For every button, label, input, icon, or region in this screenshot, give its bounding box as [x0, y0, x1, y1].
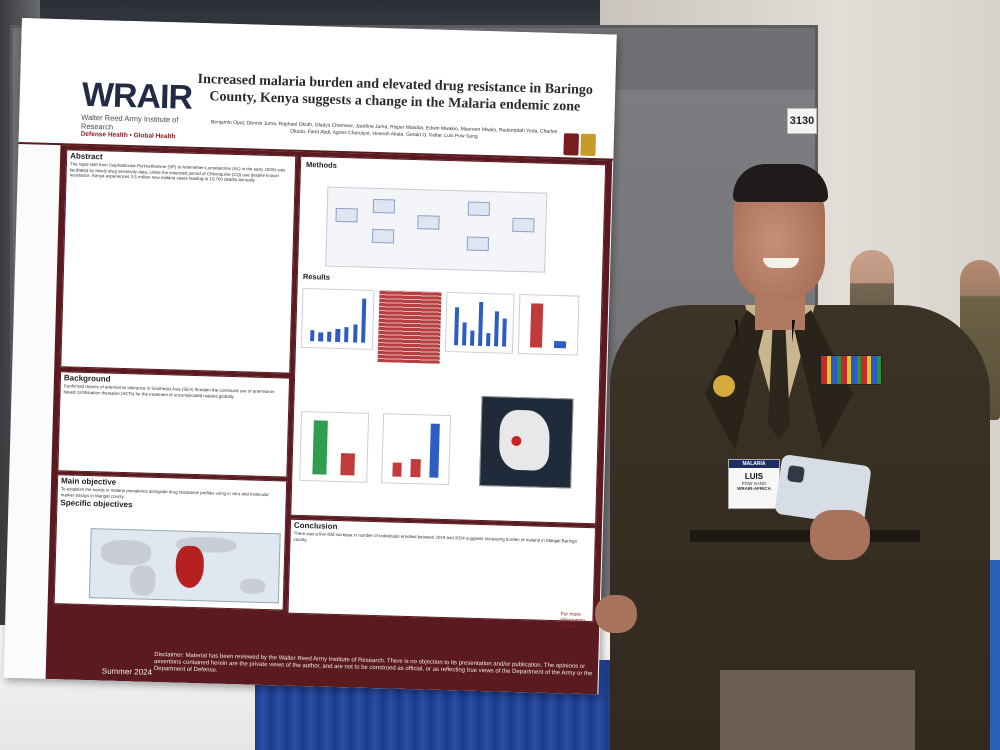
belt — [690, 530, 920, 542]
flow-step — [372, 198, 396, 214]
booth-number-sign: 3130 — [787, 108, 817, 134]
badge-name: LUIS — [744, 472, 764, 481]
chart-bar — [429, 423, 441, 478]
name-badge: MALARIA LUIS POW SANG WRAIR-AFRICA — [728, 459, 780, 509]
chart-bar — [344, 326, 349, 343]
camera-icon — [786, 465, 805, 484]
chart-bar — [361, 298, 367, 343]
right-hand — [810, 510, 870, 560]
chart-bar — [352, 324, 358, 343]
chart-bar — [493, 311, 499, 347]
kenya-outline — [498, 409, 551, 471]
logo-wordmark: WRAIR — [81, 75, 193, 117]
chart-bar — [461, 322, 467, 346]
smile — [763, 258, 799, 268]
poster-title: Increased malaria burden and elevated dr… — [197, 71, 594, 115]
chart-bar — [311, 420, 328, 475]
chart-bar — [477, 301, 483, 346]
research-poster: WRAIR Walter Reed Army Institute of Rese… — [3, 18, 617, 695]
ic50-table-figure — [377, 290, 442, 364]
chart-bar — [501, 318, 507, 347]
flow-step — [417, 215, 440, 230]
hair — [733, 164, 828, 202]
chart-bar — [410, 459, 421, 478]
australia-shape — [240, 578, 266, 595]
chart-bar — [453, 307, 459, 346]
army-seal-icon — [563, 133, 579, 156]
poster-authors: Benjamin Opot, Dennis Juma, Raphael Okot… — [210, 119, 558, 140]
flow-step — [512, 217, 535, 233]
badge-surname: POW SANG — [741, 481, 767, 486]
americas-shape — [100, 539, 152, 566]
presenter: MALARIA LUIS POW SANG WRAIR-AFRICA — [595, 164, 1000, 750]
parasite-prevalence-chart — [444, 291, 515, 354]
results-heading: Results — [302, 271, 331, 282]
bystander — [850, 250, 894, 310]
enrollment-bar-chart — [300, 287, 375, 350]
world-map-figure — [88, 528, 281, 604]
methods-heading: Methods — [305, 159, 337, 170]
trousers — [720, 670, 915, 750]
chart-bar — [318, 332, 323, 342]
necktie — [768, 330, 790, 440]
marker-chart-b — [381, 413, 452, 486]
chart-bar — [326, 331, 332, 342]
ribbon-rack — [820, 355, 882, 385]
chart-bar — [335, 328, 341, 342]
chart-bar — [339, 453, 355, 476]
methods-flow-diagram — [325, 186, 548, 273]
chart-bar — [553, 341, 566, 349]
abstract-panel: Abstract The rapid shift from Sulphadoxi… — [60, 149, 297, 374]
poster-date: Summer 2024 — [101, 666, 153, 677]
badge-org: WRAIR-AFRICA — [737, 486, 771, 491]
conclusion-panel: Conclusion There was a five-fold increas… — [287, 518, 597, 623]
chart-bar — [309, 330, 315, 342]
marker-chart-a — [299, 410, 370, 483]
flow-step — [335, 207, 358, 223]
unit-insignia-icon — [580, 133, 596, 157]
kenya-map-figure — [479, 395, 574, 489]
gold-insignia-icon — [713, 375, 735, 397]
flow-step — [371, 228, 395, 244]
chart-bar — [529, 303, 544, 348]
left-hand — [595, 595, 637, 633]
mutation-frequency-chart — [517, 293, 580, 356]
poster-header: WRAIR Walter Reed Army Institute of Rese… — [18, 18, 617, 161]
south-america-shape — [129, 565, 156, 596]
background-panel: Background Confirmed reports of artemisi… — [57, 371, 291, 478]
flow-step — [466, 236, 490, 252]
flow-step — [467, 201, 491, 217]
chart-bar — [485, 333, 490, 347]
chart-bar — [392, 462, 402, 477]
chart-bar — [469, 330, 475, 346]
badge-event: MALARIA — [729, 460, 779, 468]
wrair-logo: WRAIR Walter Reed Army Institute of Rese… — [81, 75, 193, 141]
africa-highlight — [175, 545, 205, 589]
